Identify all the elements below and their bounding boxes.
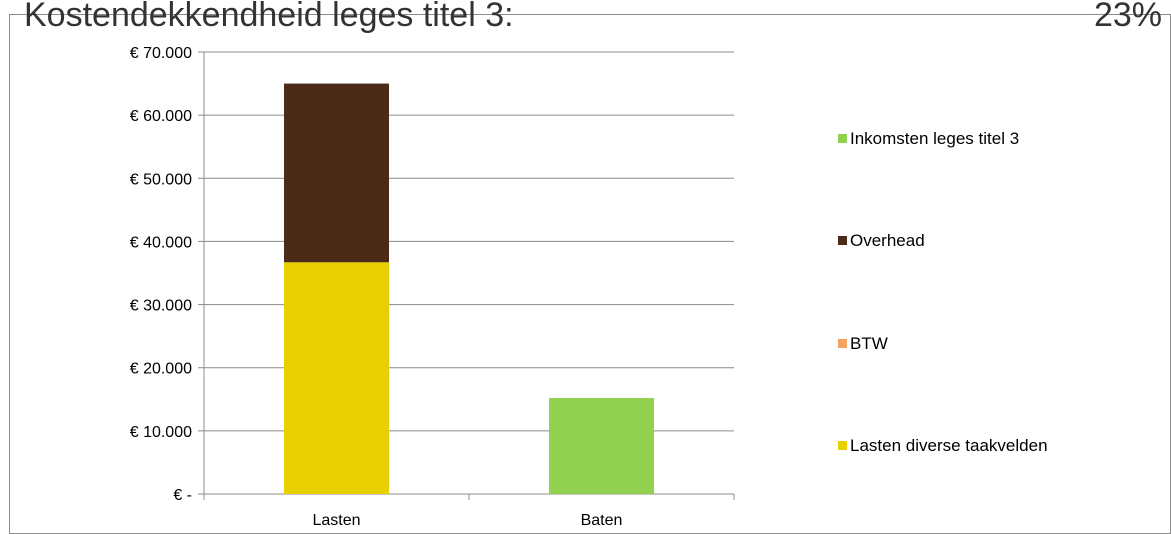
bar-lasten-lasten-diverse-taakvelden [284, 262, 389, 494]
y-tick-label: € 70.000 [130, 45, 192, 62]
legend-swatch [838, 339, 847, 348]
bar-baten-inkomsten-leges-titel-3 [549, 398, 654, 494]
legend-swatch [838, 236, 847, 245]
legend-label: Overhead [850, 231, 925, 250]
x-tick-label: Baten [581, 512, 623, 527]
legend-label: Lasten diverse taakvelden [850, 436, 1048, 455]
y-tick-label: € 40.000 [130, 234, 192, 251]
y-tick-label: € - [173, 487, 192, 504]
y-tick-label: € 30.000 [130, 298, 192, 315]
legend-label: Inkomsten leges titel 3 [850, 129, 1019, 148]
y-tick-label: € 50.000 [130, 171, 192, 188]
legend-swatch [838, 134, 847, 143]
legend-label: BTW [850, 334, 888, 353]
x-tick-label: Lasten [312, 512, 360, 527]
bar-lasten-overhead [284, 83, 389, 263]
cost-coverage-percent: 23% [1093, 0, 1162, 34]
y-tick-label: € 10.000 [130, 424, 192, 441]
legend-swatch [838, 441, 847, 450]
chart-title: Kostendekkendheid leges titel 3: [24, 0, 514, 34]
y-tick-label: € 60.000 [130, 108, 192, 125]
y-tick-label: € 20.000 [130, 361, 192, 378]
